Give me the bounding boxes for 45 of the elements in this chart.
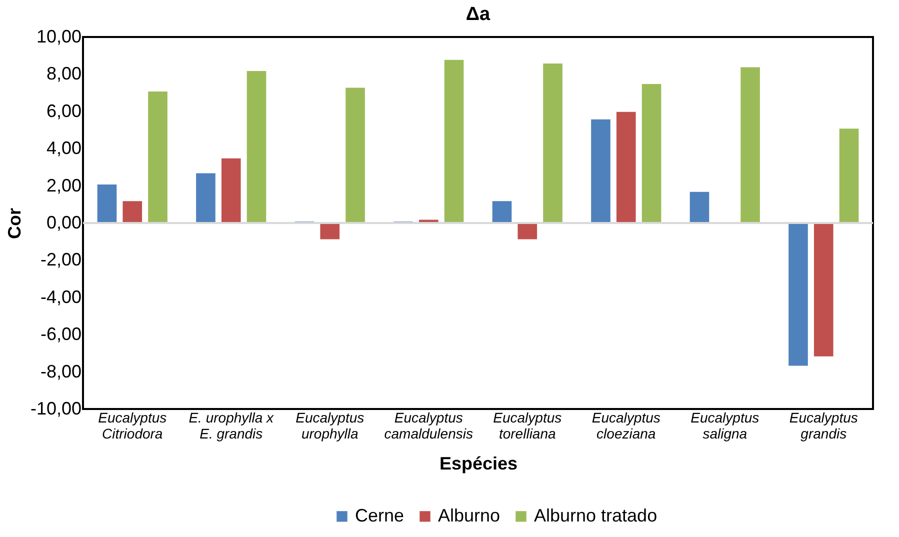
legend-label: Alburno tratado [534,505,658,526]
bar [147,90,168,224]
y-tick-label: 2,00 [46,175,82,196]
bar [640,83,662,224]
bar [590,118,612,224]
bar [443,58,465,224]
x-tick-label: E. urophylla x E. grandis [188,410,275,442]
bar [740,66,761,224]
y-tick-label: 0,00 [46,212,82,232]
bar [516,222,538,240]
y-tick-label: 4,00 [46,138,82,158]
bar [246,70,268,224]
y-tick-label: 8,00 [46,64,82,84]
y-tick-label: -2,00 [40,250,82,270]
bar [344,86,366,224]
x-tick-label: Eucalyptus cloeziana [592,410,660,442]
bar [688,190,710,224]
bar [122,200,144,224]
y-tick-label: 6,00 [46,100,82,121]
y-tick-label: -8,00 [40,361,82,382]
bar [615,110,637,224]
x-tick-label: Eucalyptus camaldulensis [384,410,473,442]
y-axis-title: Cor [4,208,24,239]
x-tick-label: Eucalyptus torelliana [493,410,562,442]
bar [838,128,860,224]
x-axis-title: Espécies [439,454,518,474]
y-tick-label: -6,00 [40,324,82,344]
legend-label: Alburno [438,505,500,526]
y-tick-label: -10,00 [30,398,82,418]
y-tick-label: 10,00 [36,26,82,46]
bar [788,222,809,367]
legend-label: Cerne [355,505,404,526]
x-tick-label: Eucalyptus grandis [789,410,858,442]
chart-title: Δa [466,4,491,25]
bar [812,222,834,358]
x-tick-label: Eucalyptus saligna [690,410,760,442]
bar [542,62,564,224]
bar [195,172,216,224]
x-tick-label: Eucalyptus Citriodora [98,410,167,442]
bar [96,183,118,224]
y-tick-label: -4,00 [40,286,82,307]
bar [220,157,242,224]
x-tick-label: Eucalyptus urophylla [296,410,364,442]
bar [319,222,341,240]
bar [491,200,513,224]
